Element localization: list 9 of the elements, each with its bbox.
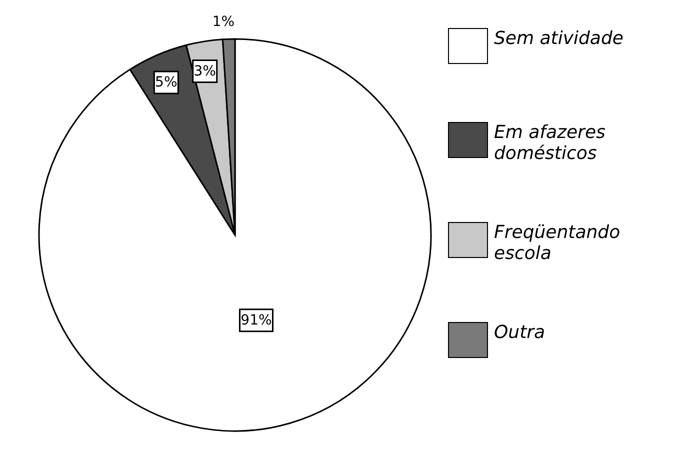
legend-label: Em afazeres domésticos — [494, 122, 606, 164]
legend-label: Outra — [494, 322, 546, 343]
data-label: 91% — [240, 312, 272, 328]
data-label: 3% — [194, 63, 216, 80]
pie-slice — [38, 38, 432, 432]
legend-label: Sem atividade — [494, 28, 624, 49]
data-label: 5% — [155, 74, 178, 90]
data-label: 1% — [212, 14, 235, 30]
legend-label: Freqüentando escola — [494, 222, 622, 264]
